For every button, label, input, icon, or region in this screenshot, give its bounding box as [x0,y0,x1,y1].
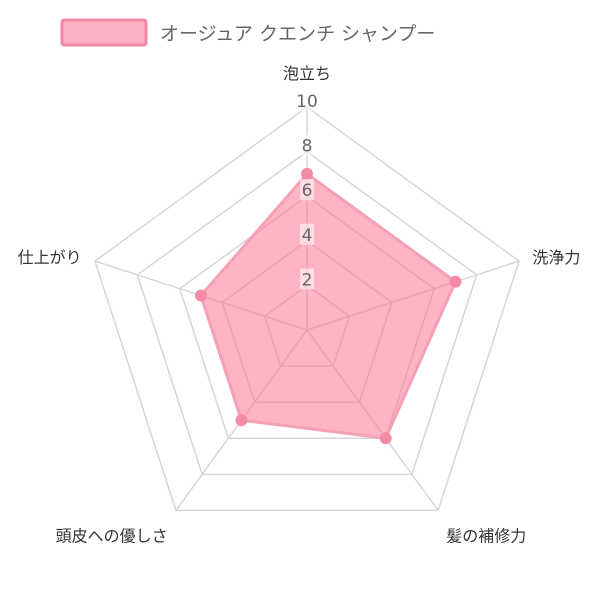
axis-label-5: 仕上がり [18,248,82,267]
series-area-1 [199,172,457,440]
axis-label-2: 洗浄力 [532,248,580,267]
data-point-5[interactable] [194,289,207,302]
tick-backdrop-8 [300,134,314,156]
legend-swatch [60,18,148,47]
grid-ring-8 [136,150,478,476]
data-point-3[interactable] [379,432,392,445]
axis-label-1: 泡立ち [283,64,331,83]
tick-labels: 2 4 6 8 10 [295,90,319,290]
grid-ring-10 [94,106,520,512]
legend-label: オージュア クエンチ シャンプー [160,23,435,45]
tick-backdrop-4 [300,223,314,245]
axis-label-4: 頭皮への優しさ [56,527,168,546]
tick-label-6: 6 [302,181,313,201]
series-layer [194,167,462,445]
tick-backdrop-10 [295,90,319,111]
tick-label-2: 2 [302,270,313,290]
data-point-4[interactable] [235,414,248,427]
tick-label-8: 8 [302,137,313,157]
data-point-2[interactable] [449,275,462,288]
tick-backdrop-6 [300,179,314,201]
tick-label-4: 4 [302,226,313,246]
tick-label-10: 10 [296,92,318,112]
data-point-1[interactable] [301,167,313,180]
legend[interactable]: オージュア クエンチ シャンプー [60,18,435,47]
tick-backdrop-2 [300,268,314,290]
axis-label-3: 髪の補修力 [446,527,526,546]
